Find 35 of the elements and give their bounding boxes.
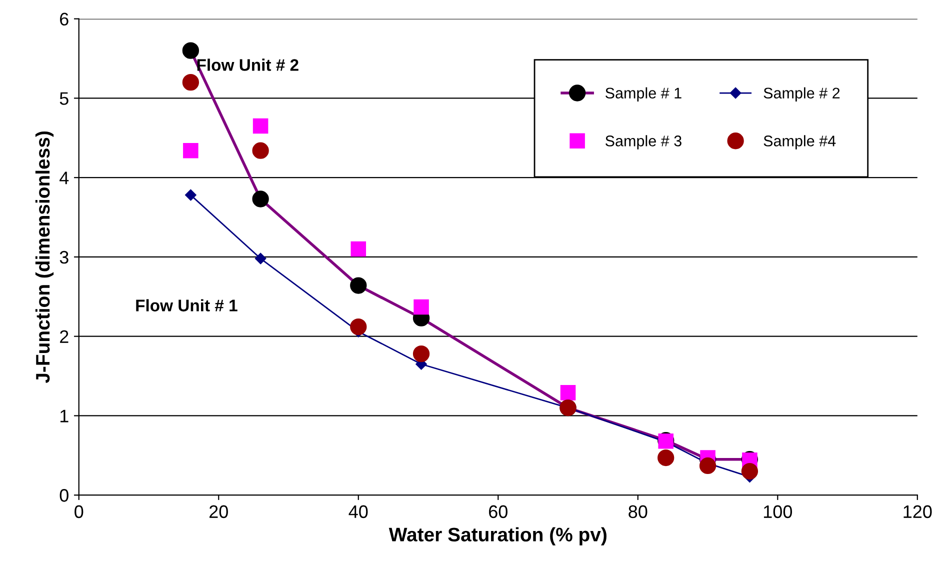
point: [741, 462, 758, 480]
x-tick-label: 100: [764, 505, 792, 518]
point: [414, 299, 429, 315]
y-tick-label: 1: [60, 410, 68, 422]
legend-label: Sample # 1: [606, 87, 682, 102]
x-tick-label: 40: [348, 505, 368, 518]
x-tick-label: 0: [74, 505, 84, 518]
point: [560, 385, 576, 400]
point: [252, 118, 268, 134]
y-tick-label: 2: [60, 330, 68, 343]
point: [185, 189, 196, 201]
annotation: Flow Unit # 1: [136, 299, 238, 312]
x-axis-title: Water Saturation (% pv): [388, 527, 606, 546]
x-tick-label: 80: [628, 505, 648, 518]
point: [252, 142, 269, 159]
legend-label: Sample # 2: [764, 87, 840, 102]
y-tick-label: 5: [60, 92, 68, 105]
point: [699, 457, 716, 474]
x-tick-label: 120: [904, 505, 932, 518]
y-tick-label: 6: [60, 12, 68, 26]
x-tick-label: 60: [489, 505, 508, 518]
point: [350, 318, 367, 336]
y-axis-title: J-Function (dimensionless): [35, 132, 54, 384]
y-tick-label: 0: [60, 489, 68, 502]
point: [183, 142, 198, 158]
point: [658, 449, 674, 466]
point: [182, 74, 200, 91]
y-tick-label: 4: [60, 172, 69, 184]
legend-label: Sample #4: [764, 135, 836, 150]
point: [412, 345, 430, 362]
legend-label: Sample # 3: [606, 135, 682, 150]
y-tick-label: 3: [60, 250, 68, 264]
point: [350, 241, 366, 257]
x-tick-label: 20: [210, 505, 228, 518]
point: [254, 252, 266, 264]
